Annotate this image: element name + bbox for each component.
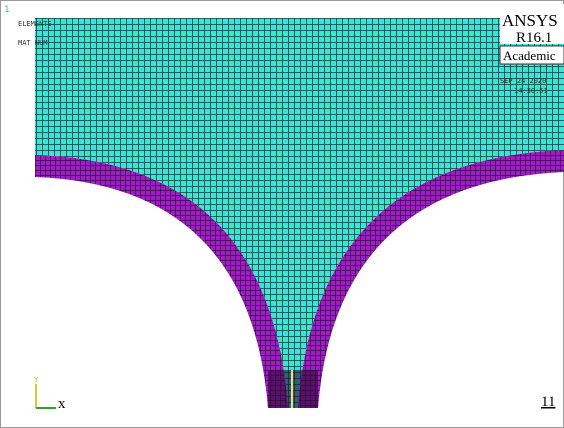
time: 14:30:51 <box>514 87 548 95</box>
label: MAT NUM <box>18 39 48 47</box>
ansys-window: 1 ELEMENTS MAT NUM ANSYS R16.1 Academic … <box>0 0 564 428</box>
axis-y-label: Y <box>33 376 39 384</box>
label: ELEMENTS <box>18 20 52 28</box>
footer-number: 11 <box>541 394 555 410</box>
brand-name: ANSYS <box>502 11 558 30</box>
axis-x-label: x <box>58 396 66 412</box>
date: SEP 24 2020 <box>500 77 546 85</box>
brand-version: R16.1 <box>516 30 552 46</box>
license: Academic <box>503 48 556 63</box>
window-number: 1 <box>4 5 10 15</box>
